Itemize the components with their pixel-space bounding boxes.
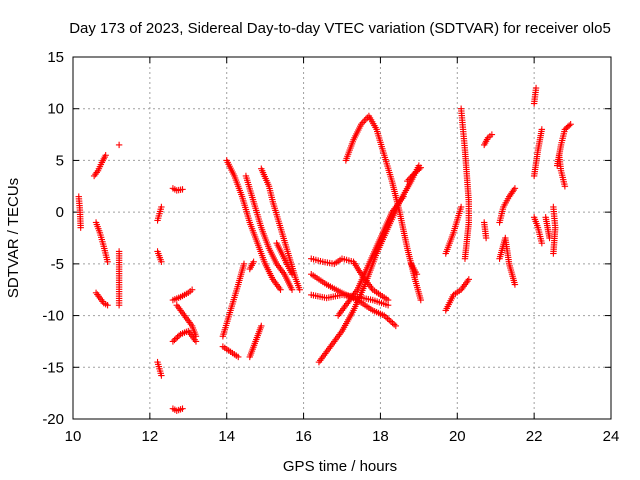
data-point	[361, 117, 368, 125]
data-point	[174, 333, 181, 341]
y-tick-label: -5	[51, 256, 64, 273]
data-point	[277, 286, 284, 293]
data-point	[104, 302, 111, 309]
x-tick-labels: 10 12 14 16 18 20 22 24	[65, 428, 620, 445]
data-point	[188, 286, 196, 293]
y-tick-label: -15	[42, 359, 64, 376]
y-tick-label: 10	[47, 101, 64, 118]
data-point	[115, 141, 123, 149]
data-point	[392, 322, 399, 330]
data-point	[384, 302, 392, 309]
data-point	[158, 372, 165, 379]
data-point	[179, 405, 186, 412]
data-point	[488, 131, 496, 138]
data-point	[172, 335, 180, 342]
y-tick-label: 5	[56, 152, 64, 169]
y-tick-label: 0	[56, 204, 64, 221]
x-tick-label: 12	[142, 428, 159, 445]
data-point	[384, 315, 391, 322]
x-tick-label: 22	[526, 428, 543, 445]
y-axis-label: SDTVAR / TECUs	[5, 178, 22, 298]
axis-ticks	[72, 56, 612, 420]
data-point	[104, 258, 111, 265]
data-point	[386, 316, 393, 324]
data-point	[250, 258, 257, 265]
data-point	[288, 286, 296, 293]
data-point	[387, 318, 395, 325]
chart-title: Day 173 of 2023, Sidereal Day-to-day VTE…	[69, 20, 611, 37]
data-point	[296, 286, 303, 293]
y-tick-label: -20	[42, 411, 64, 428]
data-point	[550, 250, 557, 257]
data-point	[482, 234, 490, 242]
y-tick-label: 15	[47, 49, 64, 66]
data-point	[158, 203, 165, 211]
data-point	[390, 321, 398, 328]
data-point	[175, 332, 183, 339]
data-point	[532, 84, 540, 92]
y-tick-label: -10	[42, 308, 64, 325]
data-point	[192, 333, 200, 340]
data-point	[77, 224, 84, 231]
y-tick-labels: 15 10 5 0 -5 -10 -15 -20	[42, 49, 64, 428]
x-tick-label: 24	[603, 428, 620, 445]
data-point	[511, 281, 519, 288]
data-point	[115, 302, 123, 309]
data-point	[240, 260, 248, 268]
data-point	[258, 322, 265, 330]
grid-lines	[73, 57, 611, 419]
data-point	[413, 271, 421, 278]
x-tick-label: 18	[372, 428, 389, 445]
data-point	[416, 165, 423, 173]
data-point	[461, 255, 469, 262]
x-tick-label: 16	[295, 428, 312, 445]
data-point	[538, 239, 546, 247]
plot-frame	[72, 56, 612, 420]
data-point	[567, 121, 574, 128]
x-axis-label: GPS time / hours	[283, 458, 397, 475]
data-point	[417, 164, 424, 171]
data-point	[561, 183, 569, 190]
data-point	[457, 203, 465, 211]
data-point	[158, 258, 165, 265]
data-point	[566, 122, 573, 129]
x-tick-label: 10	[65, 428, 82, 445]
data-point	[235, 353, 242, 361]
data-point	[169, 338, 177, 345]
data-point	[171, 336, 178, 344]
data-point	[417, 296, 424, 304]
data-point	[511, 185, 519, 192]
data-point	[400, 193, 407, 200]
data-point	[389, 319, 396, 327]
data-point	[102, 152, 109, 159]
data-points	[75, 84, 574, 414]
data-point	[179, 186, 186, 193]
x-tick-label: 14	[218, 428, 235, 445]
data-point	[288, 271, 296, 278]
data-point	[538, 126, 546, 133]
x-tick-label: 20	[449, 428, 466, 445]
data-point	[465, 276, 473, 283]
